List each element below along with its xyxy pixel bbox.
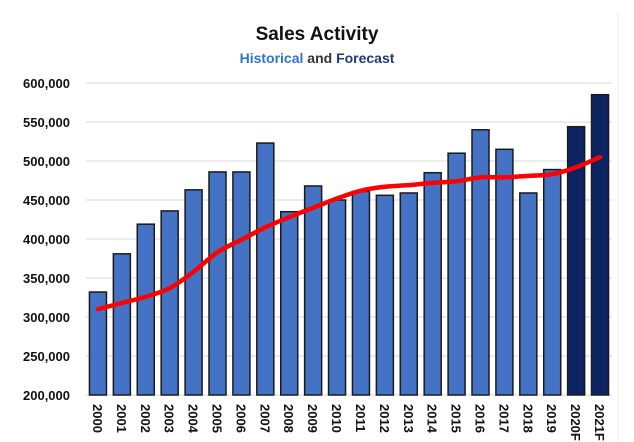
- x-tick-label: 2013: [401, 404, 416, 433]
- x-tick-label: 2012: [377, 404, 392, 433]
- x-tick-label: 2018: [520, 404, 535, 433]
- x-tick-label: 2005: [210, 404, 225, 433]
- y-tick-label: 350,000: [23, 271, 70, 286]
- x-tick-label: 2019: [544, 404, 559, 433]
- bar-2020F: [566, 125, 586, 396]
- bar-2010: [327, 199, 347, 396]
- x-tick-label: 2020F: [568, 404, 583, 441]
- bar-2002: [136, 223, 156, 396]
- bar-2000: [88, 291, 108, 396]
- x-tick-label: 2009: [305, 404, 320, 433]
- bar-2014: [423, 171, 442, 396]
- x-tick-label: 2003: [162, 404, 177, 433]
- x-tick-label: 2006: [233, 404, 248, 433]
- bar-2007: [256, 142, 275, 396]
- bar-2009: [303, 185, 323, 396]
- y-tick-label: 550,000: [23, 115, 70, 130]
- y-axis-ticks: 200,000 250,000 300,000 350,000 400,000 450,0…: [23, 76, 70, 403]
- x-tick-label: 2014: [425, 404, 440, 434]
- bar-2008: [279, 210, 299, 396]
- bar-2003: [160, 210, 179, 396]
- bar-2021F: [590, 93, 610, 396]
- y-tick-label: 300,000: [23, 310, 70, 325]
- x-tick-label: 2016: [473, 404, 488, 433]
- bar-2011: [351, 190, 371, 396]
- x-axis-ticks: 2000 2001 2002 2003 2004 2005 2006 2007 2008 2009…: [90, 404, 607, 441]
- y-tick-label: 200,000: [23, 388, 70, 403]
- subtitle-part-0: Historical: [240, 50, 304, 66]
- bar-2016: [471, 129, 490, 396]
- bar-2019: [542, 168, 562, 396]
- x-tick-label: 2015: [449, 404, 464, 433]
- x-tick-label: 2002: [138, 404, 153, 433]
- subtitle-part-1: and: [303, 50, 336, 66]
- bar-2004: [184, 189, 203, 396]
- trend-line-layer: [95, 154, 603, 312]
- x-tick-label: 2000: [90, 404, 105, 433]
- bar-2006: [232, 171, 251, 396]
- x-tick-label: 2017: [496, 404, 511, 433]
- y-tick-label: 250,000: [23, 349, 70, 364]
- trend-line: [95, 154, 603, 312]
- y-tick-label: 500,000: [23, 154, 70, 169]
- bar-2012: [375, 194, 395, 396]
- bar-2001: [112, 253, 132, 396]
- chart-title: Sales Activity: [256, 24, 379, 45]
- bar-2015: [447, 152, 466, 396]
- chart-subtitle: Historical and Forecast: [240, 50, 395, 66]
- x-tick-label: 2001: [114, 404, 129, 433]
- bar-2005: [208, 171, 227, 396]
- x-tick-label: 2008: [281, 404, 296, 433]
- x-tick-label: 2011: [353, 404, 368, 432]
- x-tick-label: 2010: [329, 404, 344, 433]
- subtitle-part-2: Forecast: [336, 50, 395, 66]
- bar-2018: [519, 192, 538, 396]
- y-tick-label: 600,000: [23, 76, 70, 91]
- x-tick-label: 2021F: [592, 404, 607, 441]
- bar-2017: [495, 148, 514, 396]
- x-tick-label: 2004: [186, 404, 201, 434]
- bar-2013: [399, 192, 419, 396]
- bars: [88, 93, 610, 396]
- y-tick-label: 450,000: [23, 193, 70, 208]
- y-tick-label: 400,000: [23, 232, 70, 247]
- x-tick-label: 2007: [257, 404, 272, 433]
